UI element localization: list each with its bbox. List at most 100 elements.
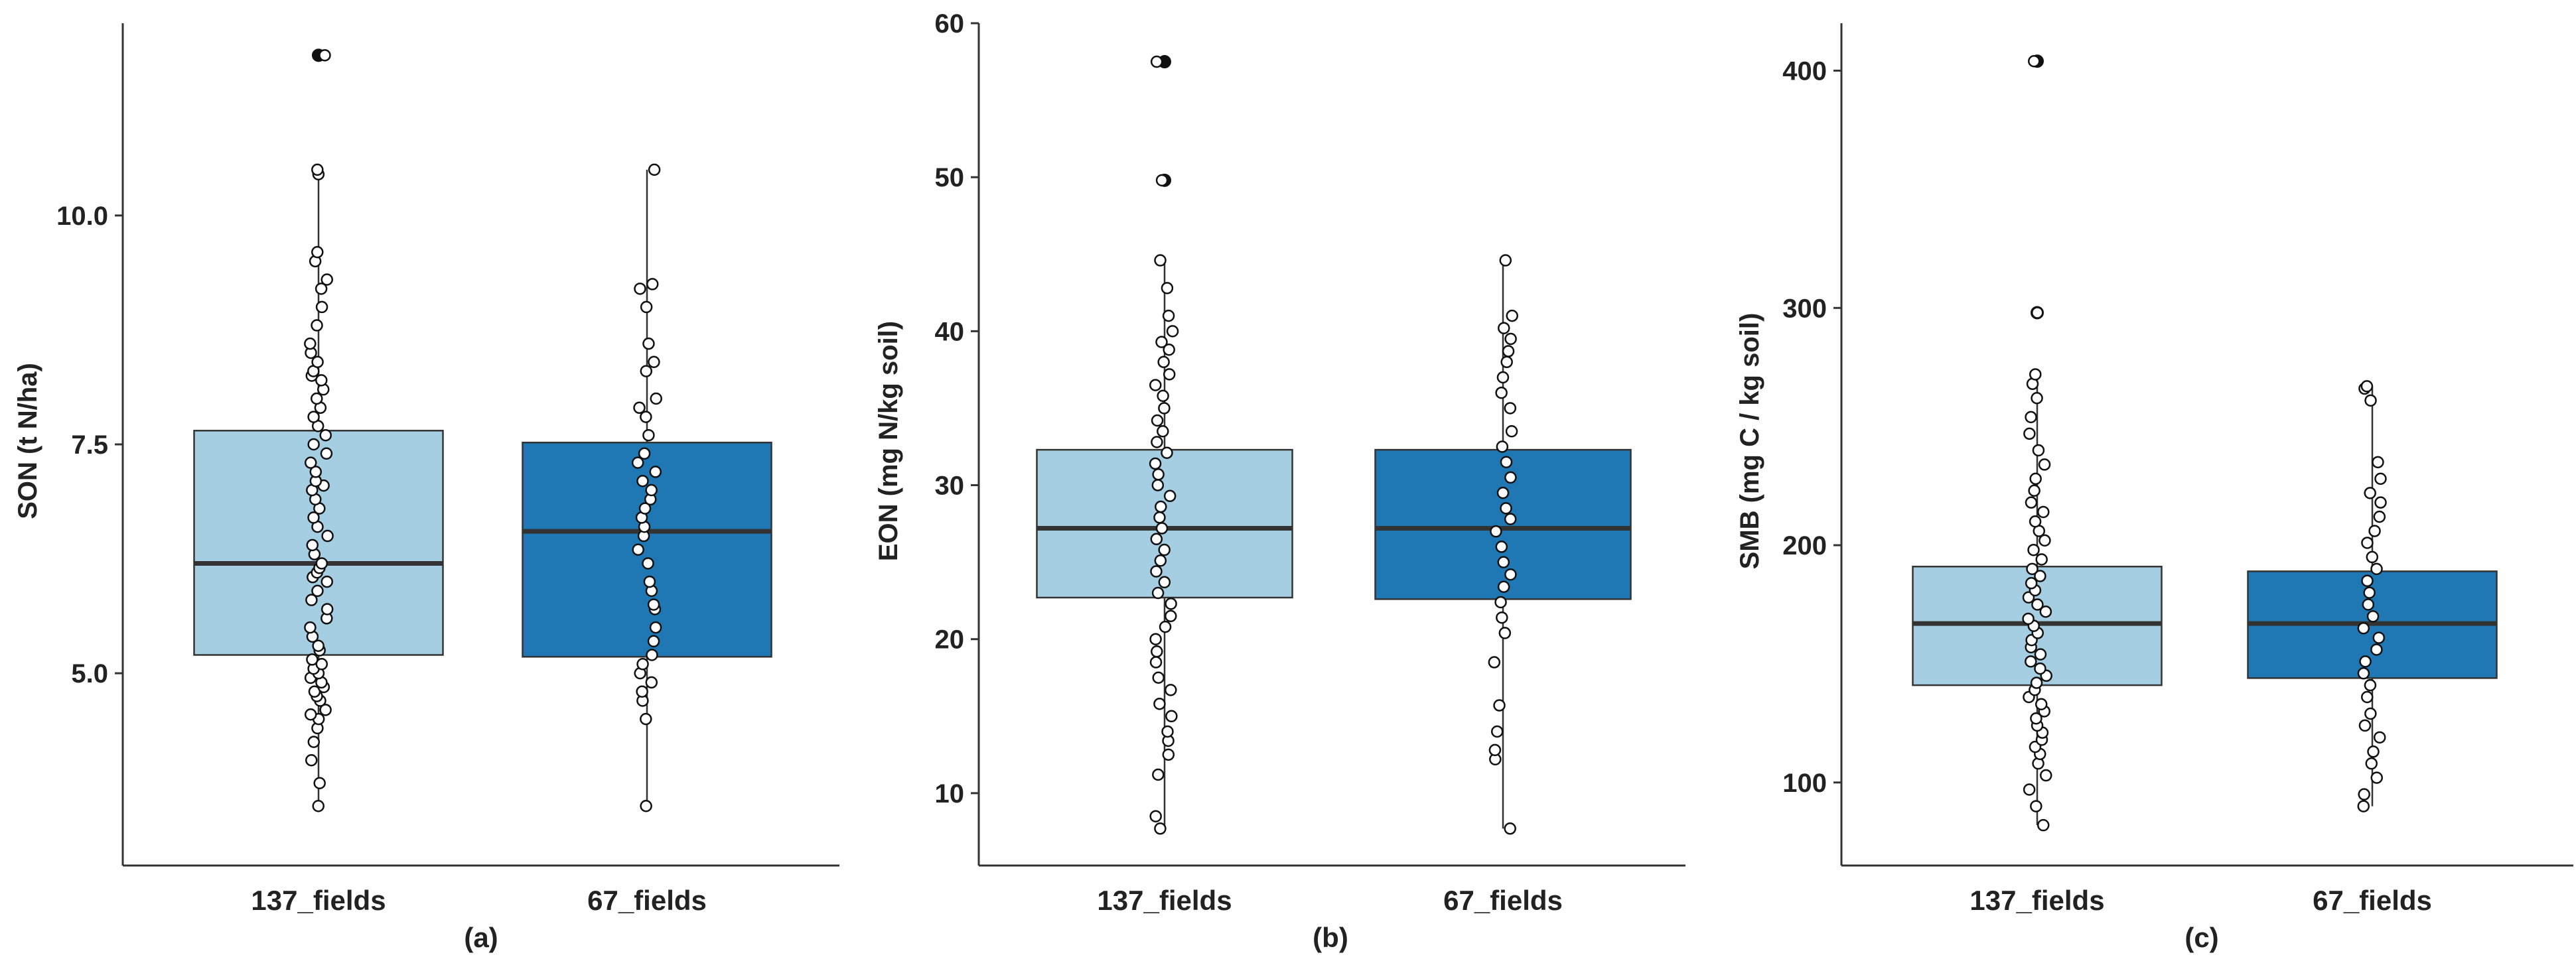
data-point	[2022, 612, 2035, 625]
data-point	[2034, 662, 2046, 675]
data-point	[636, 685, 648, 698]
data-point	[1163, 343, 1175, 356]
y-tick-label-a: 10.0	[56, 202, 108, 231]
data-point	[1506, 309, 1518, 322]
data-point	[310, 392, 323, 405]
data-point	[2373, 510, 2386, 523]
data-point	[1488, 656, 1501, 669]
data-point	[1152, 671, 1165, 684]
data-point	[1151, 414, 1164, 427]
data-point	[305, 594, 318, 606]
data-point	[1495, 541, 1508, 553]
data-point	[1497, 580, 1510, 594]
data-point	[2030, 712, 2042, 725]
data-point	[2025, 577, 2038, 590]
data-point	[1498, 322, 1510, 334]
data-point	[304, 708, 317, 721]
data-point	[646, 278, 659, 290]
data-point	[1499, 254, 1512, 267]
data-point	[307, 736, 321, 748]
data-point	[2035, 553, 2048, 566]
data-point	[1493, 699, 1506, 712]
panel-b: EON (mg N/kg soil) (b) 10 20 30 40 50 60 137_f…	[874, 9, 1685, 953]
data-point	[1488, 743, 1502, 757]
data-point	[2023, 783, 2036, 796]
data-point	[2031, 306, 2044, 319]
data-point	[2037, 818, 2050, 832]
data-point	[304, 621, 317, 634]
data-point	[640, 712, 652, 726]
data-point	[640, 300, 653, 314]
data-point	[650, 392, 662, 405]
data-point	[312, 800, 324, 812]
data-point	[640, 365, 653, 377]
data-point	[2358, 788, 2370, 801]
data-point	[642, 557, 654, 570]
data-point	[311, 245, 324, 259]
y-tick-label-c: 200	[1782, 531, 1827, 560]
data-point	[2026, 562, 2039, 576]
data-point	[638, 447, 651, 460]
data-point	[1504, 822, 1516, 835]
data-point	[1490, 525, 1502, 538]
data-point	[1151, 586, 1165, 600]
data-point	[1150, 565, 1163, 578]
y-tick-label-b: 20	[935, 625, 965, 655]
data-point	[631, 456, 644, 469]
data-point	[315, 283, 328, 295]
panel-c: SMB (mg C / kg soil) (c) 100 200 300 400 137…	[1735, 23, 2573, 953]
data-point	[315, 557, 328, 570]
data-point	[1504, 568, 1517, 581]
data-point	[2030, 800, 2042, 812]
y-tick-label-b: 50	[935, 163, 965, 192]
data-point	[648, 163, 661, 176]
panel-label-b: (b)	[1313, 922, 1348, 953]
data-point	[1165, 710, 1178, 723]
data-point	[634, 283, 646, 295]
data-point	[640, 800, 652, 812]
data-point	[2028, 484, 2040, 497]
data-point	[2372, 456, 2384, 469]
data-point	[642, 337, 655, 350]
data-point	[309, 466, 322, 478]
data-point	[2038, 458, 2051, 471]
data-point	[1154, 822, 1167, 835]
data-point	[647, 635, 660, 648]
data-point	[1151, 436, 1163, 448]
data-point	[2023, 427, 2036, 440]
data-point	[640, 411, 652, 423]
data-point	[2039, 534, 2051, 547]
data-point	[2361, 537, 2374, 549]
data-point	[2039, 769, 2052, 782]
data-point	[1153, 697, 1166, 710]
data-point	[2370, 562, 2383, 576]
data-point	[1149, 379, 1162, 391]
data-point	[2364, 394, 2377, 407]
data-point	[315, 300, 328, 314]
data-point	[1504, 402, 1517, 415]
y-axis-title-a: SON (t N/ha)	[13, 363, 42, 519]
data-point	[1158, 576, 1171, 589]
data-point	[306, 539, 319, 552]
panel-a: SON (t N/ha) (a) 5.0 7.5 10.0 137_fields 67_…	[13, 23, 839, 953]
data-point	[1500, 502, 1512, 515]
data-point	[2372, 631, 2386, 644]
data-point	[1504, 332, 1517, 346]
data-point	[319, 428, 332, 442]
data-point	[319, 49, 331, 62]
data-point	[2363, 586, 2376, 599]
data-point	[1494, 596, 1507, 609]
data-point	[1500, 456, 1513, 468]
data-point	[320, 447, 333, 460]
box-a-0	[193, 430, 444, 656]
data-point	[306, 653, 319, 666]
data-point	[319, 704, 332, 716]
data-point	[311, 355, 324, 369]
data-point	[1497, 556, 1510, 568]
data-point	[1504, 471, 1517, 484]
x-tick-label-c-0: 137_fields	[1969, 885, 2104, 916]
data-point	[315, 658, 328, 671]
data-point	[2367, 745, 2380, 758]
data-point	[632, 543, 644, 556]
data-point	[2373, 731, 2386, 744]
